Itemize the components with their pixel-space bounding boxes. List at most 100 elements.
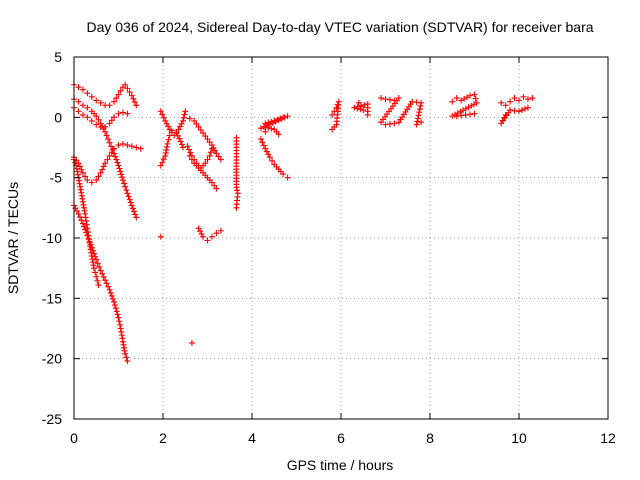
data-point xyxy=(354,103,361,110)
data-point xyxy=(164,140,171,147)
data-point xyxy=(104,156,111,163)
data-point xyxy=(111,145,118,152)
data-point xyxy=(257,136,264,143)
data-point xyxy=(208,145,215,152)
data-point xyxy=(97,267,104,274)
data-point xyxy=(83,218,90,225)
data-point xyxy=(257,125,264,132)
data-point xyxy=(79,86,86,93)
y-tick-label: -10 xyxy=(42,230,62,246)
data-point xyxy=(108,117,115,124)
data-point xyxy=(117,325,124,332)
data-point xyxy=(524,96,531,103)
data-point xyxy=(91,265,98,272)
data-point xyxy=(94,260,101,267)
data-point xyxy=(95,282,102,289)
data-point xyxy=(89,247,96,254)
data-point xyxy=(275,131,282,138)
data-point xyxy=(79,195,86,202)
series-group-3h-loop xyxy=(184,143,215,172)
data-point xyxy=(163,146,170,153)
data-point xyxy=(84,232,91,239)
data-point xyxy=(120,341,127,348)
data-point xyxy=(109,295,116,302)
data-point xyxy=(511,107,518,114)
data-point xyxy=(520,93,527,100)
data-point xyxy=(128,143,135,150)
data-point xyxy=(413,99,420,106)
data-point xyxy=(191,117,198,124)
data-point xyxy=(112,153,119,160)
data-point xyxy=(116,318,123,325)
data-point xyxy=(119,140,126,147)
data-point xyxy=(97,169,104,176)
data-point xyxy=(75,98,82,105)
data-point xyxy=(121,347,128,354)
data-point xyxy=(471,110,478,117)
series-arc-e xyxy=(71,202,131,365)
data-point xyxy=(204,156,211,163)
series-group-10h xyxy=(498,93,536,127)
data-point xyxy=(391,120,398,127)
series-arc-a-upper xyxy=(71,81,140,109)
data-point xyxy=(197,127,204,134)
data-point xyxy=(208,233,215,240)
data-point xyxy=(133,144,140,151)
data-point xyxy=(102,277,109,284)
data-point xyxy=(329,126,336,133)
data-point xyxy=(180,117,187,124)
data-point xyxy=(108,292,115,299)
data-point xyxy=(360,107,367,114)
data-point xyxy=(103,132,110,139)
data-point xyxy=(78,189,85,196)
data-point xyxy=(117,87,124,94)
data-point xyxy=(128,92,135,99)
data-point xyxy=(416,106,423,113)
data-point xyxy=(186,115,193,122)
data-point xyxy=(96,263,103,270)
data-point xyxy=(409,98,416,105)
data-point xyxy=(114,159,121,166)
data-point xyxy=(124,110,131,117)
data-point xyxy=(124,190,131,197)
data-point xyxy=(178,141,185,148)
data-point xyxy=(163,120,170,127)
y-tick-label: 0 xyxy=(54,109,62,125)
data-point xyxy=(84,114,91,121)
data-point xyxy=(78,217,85,224)
data-point xyxy=(178,120,185,127)
data-point xyxy=(93,121,100,128)
series-isolated-b xyxy=(233,134,241,211)
data-point xyxy=(100,274,107,281)
series-group-8h xyxy=(449,91,480,120)
x-axis-ticks: 0 2 4 6 8 10 12 xyxy=(70,57,616,446)
data-point xyxy=(157,233,164,240)
data-point xyxy=(206,152,213,159)
data-point xyxy=(188,339,195,346)
data-point xyxy=(329,111,336,118)
data-point xyxy=(94,277,101,284)
data-point xyxy=(73,208,80,215)
data-point xyxy=(124,85,131,92)
data-point xyxy=(102,128,109,135)
data-point xyxy=(111,98,118,105)
data-point xyxy=(184,143,191,150)
data-point xyxy=(106,286,113,293)
data-point xyxy=(111,302,118,309)
data-point xyxy=(77,186,84,193)
data-point xyxy=(213,150,220,157)
data-point xyxy=(465,104,472,111)
data-point xyxy=(198,230,205,237)
data-point xyxy=(159,159,166,166)
data-point xyxy=(112,305,119,312)
data-point xyxy=(115,162,122,169)
data-point xyxy=(275,117,282,124)
data-point xyxy=(204,136,211,143)
data-point xyxy=(507,107,514,114)
series-isolated-a xyxy=(157,233,195,346)
data-point xyxy=(92,253,99,260)
data-point xyxy=(266,121,273,128)
data-point xyxy=(107,289,114,296)
data-point xyxy=(119,177,126,184)
